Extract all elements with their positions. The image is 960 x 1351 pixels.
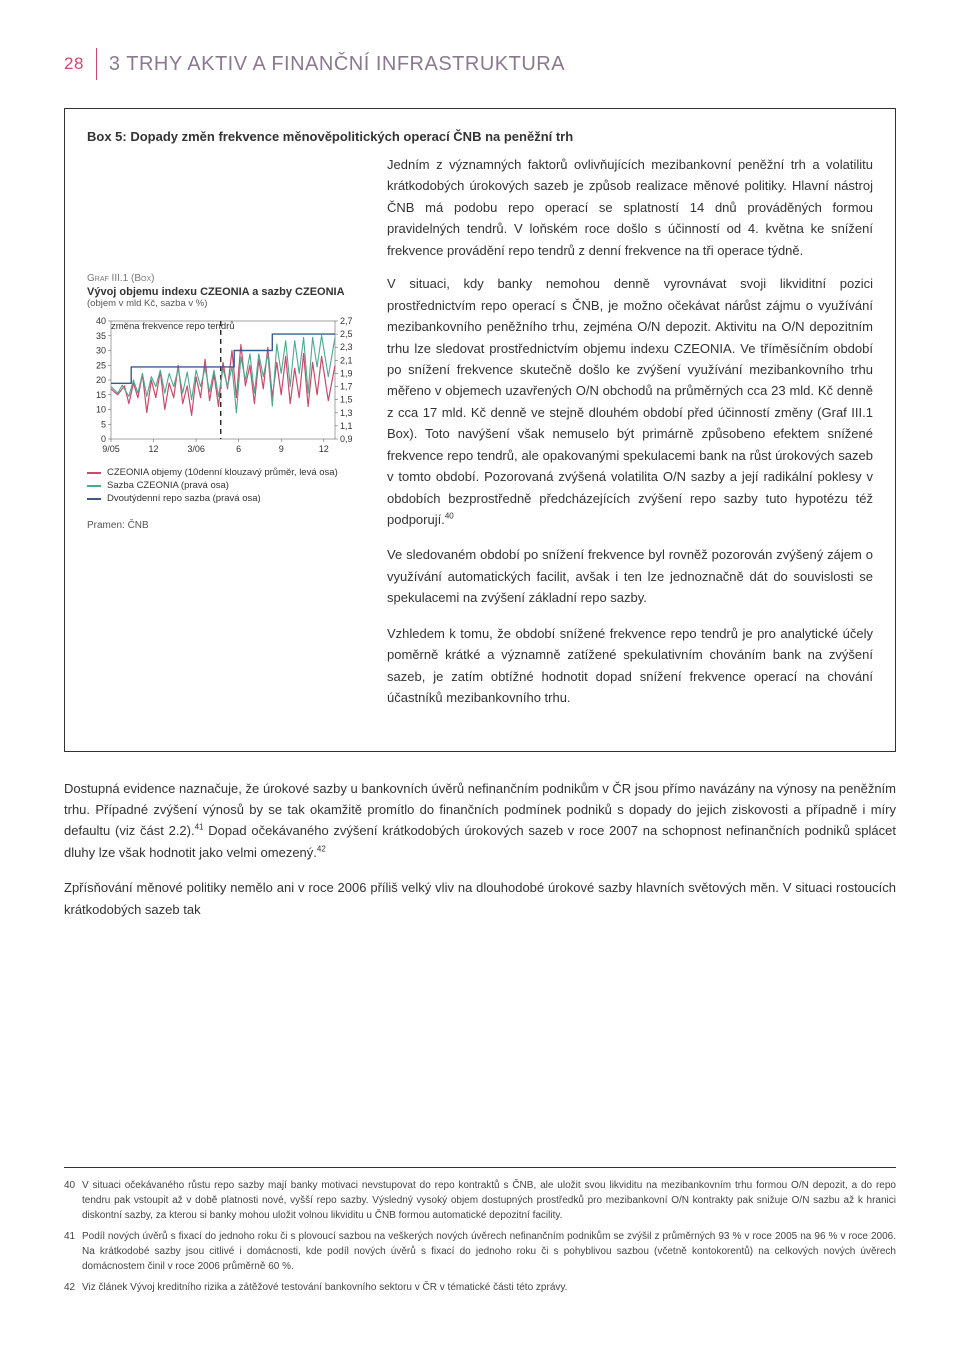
box-p2: V situaci, kdy banky nemohou denně vyrov… xyxy=(387,273,873,530)
graf-subtitle: (objem v mld Kč, sazba v %) xyxy=(87,298,365,309)
svg-text:5: 5 xyxy=(101,419,106,429)
page-header: 28 3 TRHY AKTIV A FINANČNÍ INFRASTRUKTUR… xyxy=(64,48,896,80)
chart-source: Pramen: ČNB xyxy=(87,520,365,531)
svg-text:3/06: 3/06 xyxy=(187,444,205,454)
footnote: 40V situaci očekávaného růstu repo sazby… xyxy=(64,1178,896,1223)
footnote-number: 41 xyxy=(64,1229,82,1274)
svg-text:0: 0 xyxy=(101,434,106,444)
line-chart: 0 5 10 15 20 25 30 35 40 0,9 1,1 1,3 1,5 1,7 1,9 2,1 2,3… xyxy=(87,315,365,463)
svg-text:1,5: 1,5 xyxy=(340,395,353,405)
box-right-column: V situaci, kdy banky nemohou denně vyrov… xyxy=(387,273,873,708)
chart-annotation: změna frekvence repo tendrů xyxy=(111,321,235,332)
legend-item: CZEONIA objemy (10denní klouzavý průměr,… xyxy=(87,467,365,478)
box-p1: Jedním z významných faktorů ovlivňujícíc… xyxy=(387,154,873,261)
svg-text:20: 20 xyxy=(96,375,106,385)
svg-text:30: 30 xyxy=(96,346,106,356)
footnote: 42Viz článek Vývoj kreditního rizika a z… xyxy=(64,1280,896,1295)
body-p2: Zpřísňování měnové politiky nemělo ani v… xyxy=(64,877,896,920)
legend-swatch xyxy=(87,485,101,487)
svg-text:35: 35 xyxy=(96,331,106,341)
svg-text:9: 9 xyxy=(279,444,284,454)
svg-text:2,1: 2,1 xyxy=(340,356,353,366)
page-number: 28 xyxy=(64,54,84,74)
footnotes: 40V situaci očekávaného růstu repo sazby… xyxy=(64,1167,896,1301)
svg-text:12: 12 xyxy=(319,444,329,454)
box-p4: Vzhledem k tomu, že období snížené frekv… xyxy=(387,623,873,709)
svg-text:12: 12 xyxy=(149,444,159,454)
svg-text:40: 40 xyxy=(96,316,106,326)
graf-title: Vývoj objemu indexu CZEONIA a sazby CZEO… xyxy=(87,286,365,298)
svg-text:25: 25 xyxy=(96,360,106,370)
box-p3: Ve sledovaném období po snížení frekvenc… xyxy=(387,544,873,608)
svg-text:1,3: 1,3 xyxy=(340,408,353,418)
svg-text:0,9: 0,9 xyxy=(340,434,353,444)
footnote-text: Podíl nových úvěrů s fixací do jednoho r… xyxy=(82,1229,896,1274)
svg-text:9/05: 9/05 xyxy=(102,444,120,454)
legend-label: Dvoutýdenní repo sazba (pravá osa) xyxy=(107,493,261,504)
svg-text:1,1: 1,1 xyxy=(340,421,353,431)
graf-label: Graf III.1 (Box) xyxy=(87,273,365,284)
footnote: 41Podíl nových úvěrů s fixací do jednoho… xyxy=(64,1229,896,1274)
svg-text:2,7: 2,7 xyxy=(340,316,353,326)
section-title: 3 TRHY AKTIV A FINANČNÍ INFRASTRUKTURA xyxy=(109,53,565,76)
legend-swatch xyxy=(87,472,101,474)
chart-legend: CZEONIA objemy (10denní klouzavý průměr,… xyxy=(87,467,365,504)
chart-sidebar: Graf III.1 (Box) Vývoj objemu indexu CZE… xyxy=(87,273,387,531)
box-5: Box 5: Dopady změn frekvence měnověpolit… xyxy=(64,108,896,752)
svg-text:2,5: 2,5 xyxy=(340,329,353,339)
box-title: Box 5: Dopady změn frekvence měnověpolit… xyxy=(87,129,873,144)
svg-text:1,9: 1,9 xyxy=(340,369,353,379)
footnote-text: V situaci očekávaného růstu repo sazby m… xyxy=(82,1178,896,1223)
legend-swatch xyxy=(87,498,101,500)
footnote-number: 40 xyxy=(64,1178,82,1223)
legend-label: Sazba CZEONIA (pravá osa) xyxy=(107,480,229,491)
header-divider xyxy=(96,48,97,80)
body-p1: Dostupná evidence naznačuje, že úrokové … xyxy=(64,778,896,864)
svg-text:2,3: 2,3 xyxy=(340,342,353,352)
legend-item: Dvoutýdenní repo sazba (pravá osa) xyxy=(87,493,365,504)
svg-text:15: 15 xyxy=(96,390,106,400)
svg-text:6: 6 xyxy=(236,444,241,454)
footnote-number: 42 xyxy=(64,1280,82,1295)
legend-label: CZEONIA objemy (10denní klouzavý průměr,… xyxy=(107,467,338,478)
footnote-text: Viz článek Vývoj kreditního rizika a zát… xyxy=(82,1280,567,1295)
body-text: Dostupná evidence naznačuje, že úrokové … xyxy=(64,778,896,921)
svg-text:10: 10 xyxy=(96,405,106,415)
legend-item: Sazba CZEONIA (pravá osa) xyxy=(87,480,365,491)
svg-text:1,7: 1,7 xyxy=(340,382,353,392)
